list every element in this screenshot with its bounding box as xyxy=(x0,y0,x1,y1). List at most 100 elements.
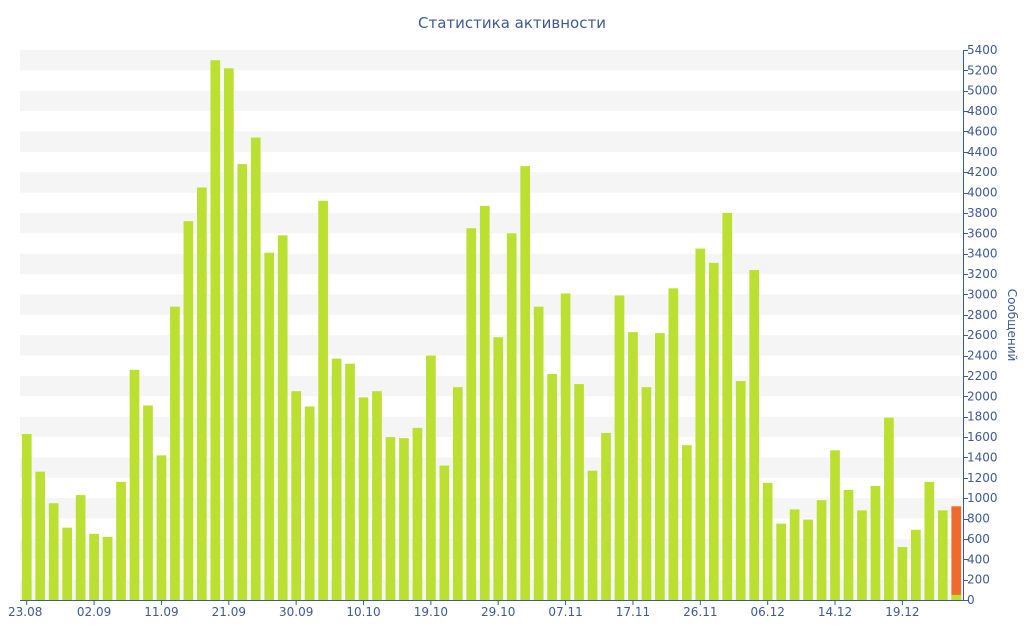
grid-band xyxy=(20,294,963,315)
bar[interactable] xyxy=(668,288,679,600)
bar[interactable] xyxy=(924,481,935,600)
grid-band xyxy=(20,335,963,356)
y-axis-label: Сообщений xyxy=(1005,289,1019,362)
bar[interactable] xyxy=(385,437,396,600)
bar[interactable] xyxy=(372,391,382,600)
bar[interactable] xyxy=(102,536,113,600)
y-tick-label: 0 xyxy=(967,593,975,607)
bar[interactable] xyxy=(197,187,207,601)
bar-current[interactable] xyxy=(951,506,962,600)
y-tick-label: 400 xyxy=(967,552,990,566)
bar[interactable] xyxy=(318,200,328,601)
bar[interactable] xyxy=(749,270,760,600)
bar[interactable] xyxy=(533,306,544,600)
bar[interactable] xyxy=(857,510,867,600)
bar[interactable] xyxy=(655,333,665,600)
bar[interactable] xyxy=(452,387,463,600)
bar[interactable] xyxy=(708,262,719,600)
x-tick-label: 19.12 xyxy=(885,605,919,619)
bar[interactable] xyxy=(277,235,288,601)
bar[interactable] xyxy=(62,527,72,600)
bar[interactable] xyxy=(35,471,46,600)
grid-band xyxy=(20,172,963,193)
y-tick-label: 800 xyxy=(967,512,990,526)
y-axis: 0 200 400 600 800 1000 1200 1400 1600 1800 2000 220… xyxy=(963,43,998,607)
bar[interactable] xyxy=(601,432,611,600)
x-tick-label: 30.09 xyxy=(279,605,313,619)
bar[interactable] xyxy=(412,427,423,600)
grid-band xyxy=(20,253,963,275)
x-tick-label: 19.10 xyxy=(414,605,448,619)
bar[interactable] xyxy=(264,252,275,600)
x-tick-label: 29.10 xyxy=(481,605,515,619)
bar-series xyxy=(21,60,962,601)
bar[interactable] xyxy=(170,306,180,600)
y-tick-label: 4600 xyxy=(967,124,998,138)
bar[interactable] xyxy=(614,295,625,600)
bar[interactable] xyxy=(816,500,827,600)
y-tick-label: 4000 xyxy=(967,186,998,200)
y-tick-label: 1400 xyxy=(967,450,998,464)
x-tick-label: 10.10 xyxy=(346,605,380,619)
bar[interactable] xyxy=(426,355,436,600)
bar[interactable] xyxy=(722,212,733,601)
x-tick-label: 02.09 xyxy=(77,605,111,619)
bar[interactable] xyxy=(466,228,477,601)
y-tick-label: 2000 xyxy=(967,389,998,403)
bar[interactable] xyxy=(789,509,800,600)
bar[interactable] xyxy=(587,470,598,600)
bar[interactable] xyxy=(641,387,652,600)
bar[interactable] xyxy=(223,68,234,601)
bar[interactable] xyxy=(250,137,261,600)
bar[interactable] xyxy=(735,381,746,600)
bar[interactable] xyxy=(506,233,517,601)
bar[interactable] xyxy=(830,450,840,600)
bar[interactable] xyxy=(89,533,99,600)
bar[interactable] xyxy=(574,384,584,600)
bar[interactable] xyxy=(331,358,342,600)
bar[interactable] xyxy=(304,406,315,600)
bar[interactable] xyxy=(75,495,86,600)
bar[interactable] xyxy=(911,529,921,600)
bar[interactable] xyxy=(210,60,221,601)
bar[interactable] xyxy=(560,293,571,600)
bar[interactable] xyxy=(695,248,706,600)
y-tick-label: 3600 xyxy=(967,226,998,240)
bar[interactable] xyxy=(628,332,638,600)
bar[interactable] xyxy=(897,547,908,600)
bar[interactable] xyxy=(358,397,369,600)
bar[interactable] xyxy=(479,205,490,601)
y-tick-label: 3000 xyxy=(967,287,998,301)
bar[interactable] xyxy=(681,445,692,600)
bar[interactable] xyxy=(776,523,786,600)
bar[interactable] xyxy=(762,482,773,600)
bar[interactable] xyxy=(937,510,948,600)
bar[interactable] xyxy=(493,337,504,600)
bar[interactable] xyxy=(143,405,153,600)
x-tick-label: 26.11 xyxy=(683,605,717,619)
bar[interactable] xyxy=(129,369,140,600)
y-tick-label: 4200 xyxy=(967,165,998,179)
bar[interactable] xyxy=(803,519,813,600)
x-tick-label: 14.12 xyxy=(818,605,852,619)
bar[interactable] xyxy=(843,490,854,600)
bar[interactable] xyxy=(439,465,450,600)
bar[interactable] xyxy=(116,481,126,600)
bar[interactable] xyxy=(870,485,881,600)
y-tick-label: 5400 xyxy=(967,43,998,57)
y-tick-label: 3200 xyxy=(967,267,998,281)
bar[interactable] xyxy=(291,391,302,600)
bar[interactable] xyxy=(183,221,194,600)
bar[interactable] xyxy=(156,455,167,600)
bar[interactable] xyxy=(21,433,32,600)
bar[interactable] xyxy=(399,438,409,600)
bar[interactable] xyxy=(884,417,894,600)
x-tick-label: 23.08 xyxy=(8,605,42,619)
bar[interactable] xyxy=(48,503,59,600)
bar[interactable] xyxy=(237,164,248,600)
bar[interactable] xyxy=(345,363,355,600)
x-tick-label: 07.11 xyxy=(548,605,582,619)
bar[interactable] xyxy=(520,166,531,600)
bar[interactable] xyxy=(547,373,557,600)
